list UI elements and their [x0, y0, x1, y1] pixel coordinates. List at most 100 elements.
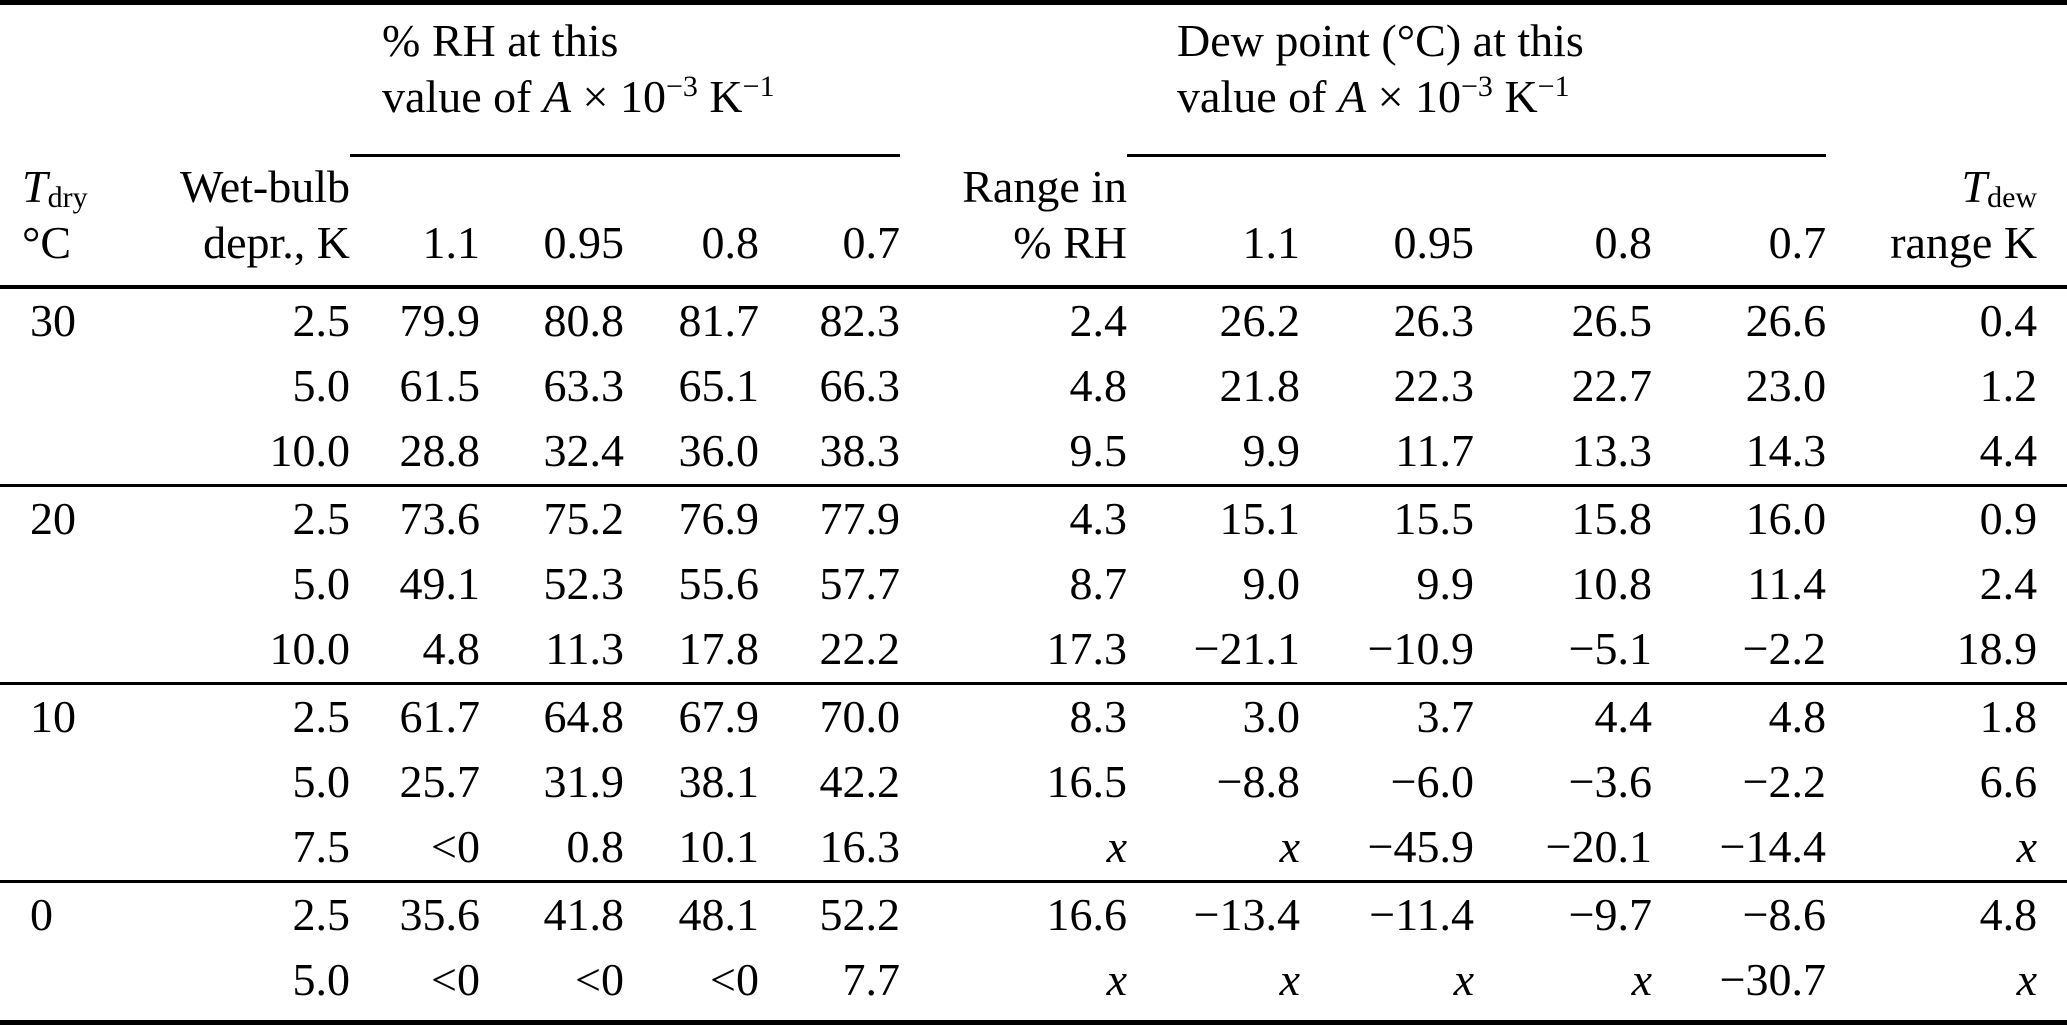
table-cell: <0	[431, 954, 480, 1005]
table-cell: 4.4	[1474, 681, 1653, 749]
table-cell: 22.2	[819, 623, 901, 675]
table-cell: 13.3	[1571, 425, 1653, 477]
table-cell: 21.8	[1219, 360, 1301, 411]
subscript-dry: dry	[47, 180, 88, 214]
table-cell: 52.3	[543, 558, 625, 609]
table-row: 5.0 25.7 31.9 38.1 42.2 16.5 −8.8 −6.0 −…	[0, 749, 2067, 815]
table-cell: 5.0	[292, 954, 351, 1005]
table-cell: 2.4	[1069, 295, 1128, 346]
table-cell: 9.9	[1242, 425, 1301, 477]
table-cell	[0, 353, 140, 419]
table-cell: 16.3	[819, 821, 901, 873]
table-cell: 8.7	[1069, 558, 1128, 609]
table-cell: 25.7	[399, 756, 481, 807]
table-cell: 31.9	[543, 756, 625, 807]
table-cell: 22.7	[1571, 360, 1653, 411]
table-cell	[0, 947, 140, 1013]
table-cell: 35.6	[350, 879, 480, 947]
table-row: 5.0 <0 <0 <0 7.7 x x x x −30.7 x	[0, 947, 2067, 1013]
table-cell: 41.8	[480, 879, 624, 947]
col-header-rh-a-1: 1.1	[350, 155, 480, 289]
table-cell: 4.8	[1652, 681, 1827, 749]
table-cell: 16.5	[1046, 756, 1128, 807]
table-cell: 1.8	[1826, 681, 2067, 749]
table-cell: 61.5	[399, 360, 481, 411]
table-cell: −30.7	[1719, 954, 1827, 1005]
spacer-cell	[1826, 5, 2067, 155]
table-cell: 61.7	[350, 681, 480, 749]
table-row: 5.0 49.1 52.3 55.6 57.7 8.7 9.0 9.9 10.8…	[0, 551, 2067, 617]
table-cell: 76.9	[624, 483, 759, 551]
table-cell: 4.8	[1826, 879, 2067, 947]
table-cell: 4.8	[422, 623, 481, 675]
table-cell: 7.5	[292, 821, 351, 873]
table-cell: 23.0	[1745, 360, 1827, 411]
table-cell: 2.5	[140, 483, 350, 551]
table-cell: −5.1	[1568, 623, 1653, 675]
table-cell: 0.9	[1826, 483, 2067, 551]
table-cell	[0, 617, 140, 683]
table-cell: 32.4	[543, 425, 625, 477]
table-row: 10.0 4.8 11.3 17.8 22.2 17.3 −21.1 −10.9…	[0, 617, 2067, 683]
table-cell: 4.8	[1069, 360, 1128, 411]
col-header-rh-a-2: 0.95	[480, 155, 624, 289]
rh-spanner-header: % RH at this value of A × 10−3 K−1	[350, 5, 901, 157]
table-cell	[0, 815, 140, 881]
table-cell: 2.5	[140, 879, 350, 947]
table-cell: 10.8	[1571, 558, 1653, 609]
table-cell: 17.8	[678, 623, 760, 675]
table-cell: 4.4	[1979, 425, 2038, 477]
table-cell: 55.6	[678, 558, 760, 609]
tdry-unit: °C	[22, 217, 72, 268]
table-cell: 49.1	[399, 558, 481, 609]
table-cell: 2.4	[1979, 558, 2038, 609]
table-cell: 4.3	[900, 483, 1128, 551]
variable-T: T	[1961, 161, 1988, 212]
col-header-wetbulb: Wet-bulb depr., K	[140, 155, 350, 289]
table-cell: 28.8	[399, 425, 481, 477]
table-row: 10 2.5 61.7 64.8 67.9 70.0 8.3 3.0 3.7 4…	[0, 681, 2067, 749]
table-cell: −21.1	[1193, 623, 1301, 675]
table-row: 7.5 <0 0.8 10.1 16.3 x x −45.9 −20.1 −14…	[0, 815, 2067, 881]
table-cell	[0, 551, 140, 617]
table-cell: 38.3	[819, 425, 901, 477]
table-cell: −3.6	[1568, 756, 1653, 807]
col-header-dew-a-4: 0.7	[1652, 155, 1827, 289]
table-cell: 75.2	[480, 483, 624, 551]
table-cell: 80.8	[543, 295, 625, 346]
table-cell: 38.1	[678, 756, 760, 807]
col-header-dew-a-3: 0.8	[1474, 155, 1653, 289]
table-cell: 0.8	[566, 821, 625, 873]
column-header-row: Tdry °C Wet-bulb depr., K 1.1 0.95 0.8 0…	[0, 155, 2067, 289]
table-cell: −8.8	[1216, 756, 1301, 807]
table-cell: 7.7	[842, 954, 901, 1005]
table-cell: 22.3	[1393, 360, 1475, 411]
table-cell: −13.4	[1127, 879, 1301, 947]
table-cell: x	[2016, 954, 2038, 1005]
exponent: −1	[742, 69, 775, 103]
table-cell: <0	[575, 954, 624, 1005]
table-cell: 5.0	[292, 558, 351, 609]
table-cell: x	[1279, 821, 1301, 873]
col-header-dew-a-2: 0.95	[1300, 155, 1475, 289]
table-cell: −45.9	[1367, 821, 1475, 873]
table-cell: −20.1	[1545, 821, 1653, 873]
spacer-cell	[0, 5, 350, 155]
table-cell: x	[1631, 954, 1653, 1005]
table-cell: 1.2	[1979, 360, 2038, 411]
table-cell: 11.3	[545, 623, 624, 675]
table-cell: 10.1	[678, 821, 760, 873]
col-header-rh-a-4: 0.7	[759, 155, 901, 289]
table-cell: 3.7	[1300, 681, 1475, 749]
dew-spanner-line1: Dew point (°C) at this	[1177, 15, 1584, 66]
table-cell: 73.6	[350, 483, 480, 551]
table-row: 30 2.5 79.9 80.8 81.7 82.3 2.4 26.2 26.3…	[0, 287, 2067, 353]
table-cell: 5.0	[292, 360, 351, 411]
table-cell: 26.5	[1571, 295, 1653, 346]
table-cell: 10.0	[269, 425, 351, 477]
table-cell	[0, 749, 140, 815]
table-cell: 10.0	[269, 623, 351, 675]
rh-spanner-line1: % RH at this	[382, 15, 619, 66]
subscript-dew: dew	[1987, 180, 2038, 214]
